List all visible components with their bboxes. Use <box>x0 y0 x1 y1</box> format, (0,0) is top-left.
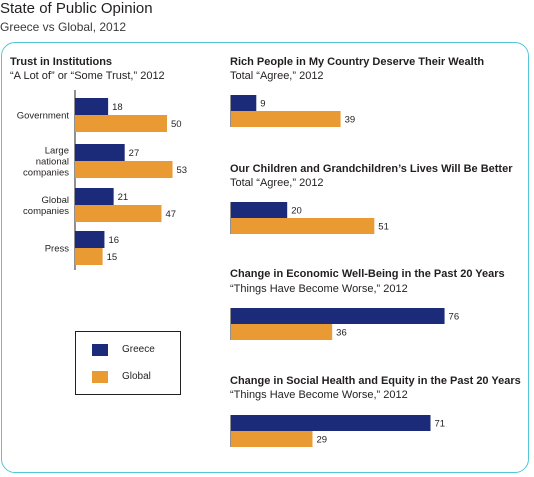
bar-greece-0 <box>75 98 109 115</box>
data-label-global-1: 53 <box>177 165 188 176</box>
bar-greece <box>231 415 431 431</box>
rich-people-chart-subtitle: Total “Agree,” 2012 <box>230 70 324 82</box>
chart-frame <box>1 42 529 473</box>
bar-greece <box>231 95 257 111</box>
bar-global <box>231 111 341 127</box>
social-health-chart-subtitle: “Things Have Become Worse,” 2012 <box>230 389 408 401</box>
legend-label-global: Global <box>122 371 151 382</box>
data-label-greece-1: 27 <box>129 148 140 159</box>
data-label-greece-0: 18 <box>112 102 123 113</box>
data-label-global-3: 15 <box>107 252 118 263</box>
legend-swatch-global <box>92 371 108 383</box>
trust-chart-subtitle: “A Lot of” or “Some Trust,” 2012 <box>10 70 165 82</box>
bar-global <box>231 431 313 447</box>
social-health-chart-title: Change in Social Health and Equity in th… <box>230 375 521 387</box>
children-lives-chart-title: Our Children and Grandchildren’s Lives W… <box>230 163 513 175</box>
bar-global-2 <box>75 205 162 222</box>
bar-greece <box>231 202 288 218</box>
data-label-greece: 9 <box>260 99 265 110</box>
data-label-greece-2: 21 <box>118 192 129 203</box>
data-label-global: 29 <box>316 435 327 446</box>
bar-global-3 <box>75 248 103 265</box>
data-label-global: 39 <box>345 115 356 126</box>
trust-institutions-chart: 18 50 Government 27 53 Large national companies… <box>17 90 188 270</box>
economic-wellbeing-chart-title: Change in Economic Well-Being in the Pas… <box>230 268 505 280</box>
category-label-0: Government <box>17 111 70 122</box>
bar-global <box>231 218 375 234</box>
legend: Greece Global <box>75 331 181 395</box>
page-subtitle: Greece vs Global, 2012 <box>0 20 127 34</box>
data-label-greece: 20 <box>291 206 302 217</box>
economic-wellbeing-chart-subtitle: “Things Have Become Worse,” 2012 <box>230 283 408 295</box>
data-label-global-2: 47 <box>165 209 176 220</box>
data-label-greece: 76 <box>449 312 460 323</box>
economic-wellbeing-chart: 76 36 <box>230 308 460 340</box>
data-label-global: 36 <box>336 328 347 339</box>
bar-greece-2 <box>75 188 114 205</box>
page-title: State of Public Opinion <box>0 0 153 17</box>
data-label-greece: 71 <box>435 419 446 430</box>
bar-greece-1 <box>75 144 125 161</box>
data-label-global: 51 <box>378 222 389 233</box>
legend-swatch-greece <box>92 344 108 356</box>
bar-greece <box>231 308 445 324</box>
trust-chart-title: Trust in Institutions <box>10 56 113 68</box>
children-lives-chart-subtitle: Total “Agree,” 2012 <box>230 177 324 189</box>
bar-greece-3 <box>75 231 105 248</box>
rich-people-chart: 9 39 <box>230 95 356 127</box>
data-label-global-0: 50 <box>171 119 182 130</box>
category-label-3: Press <box>45 244 70 255</box>
legend-label-greece: Greece <box>122 344 155 355</box>
bar-global <box>231 324 333 340</box>
rich-people-chart-title: Rich People in My Country Deserve Their … <box>230 56 485 68</box>
social-health-chart: 71 29 <box>230 415 446 447</box>
data-label-greece-3: 16 <box>108 235 119 246</box>
bar-global-0 <box>75 115 167 132</box>
bar-global-1 <box>75 161 173 178</box>
category-label-2: Global companies <box>23 195 69 217</box>
category-label-1: Large national companies <box>23 146 69 179</box>
